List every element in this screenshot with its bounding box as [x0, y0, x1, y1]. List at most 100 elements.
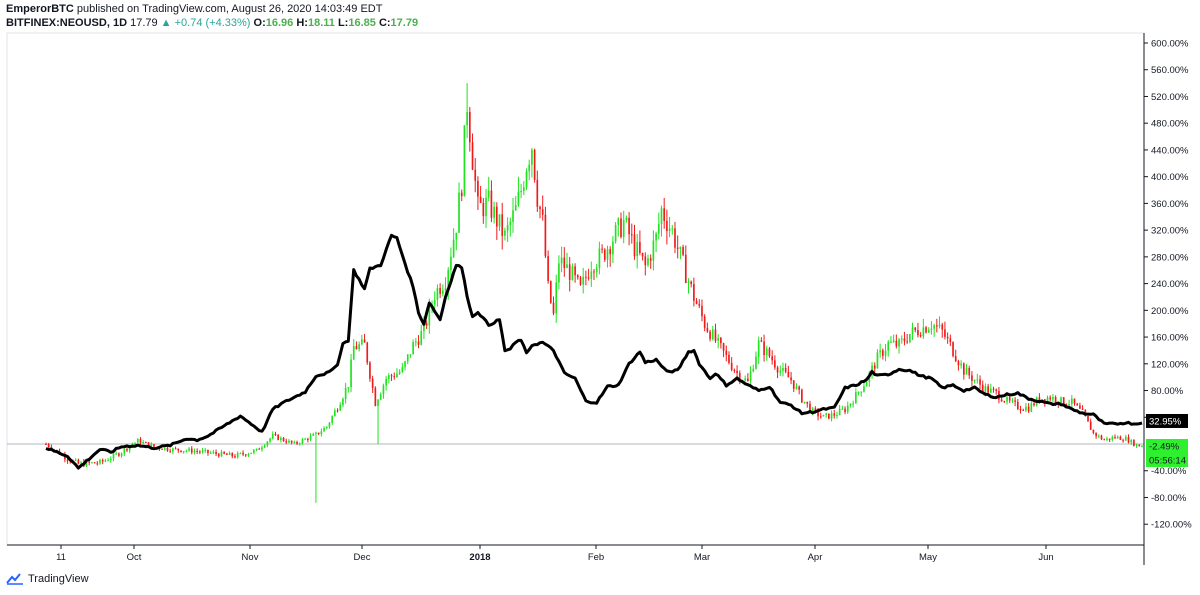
- candle-body: [406, 354, 409, 362]
- footer-brand[interactable]: TradingView: [6, 573, 89, 585]
- candle: [263, 444, 266, 449]
- candle: [1027, 403, 1030, 413]
- candle-body: [115, 453, 118, 455]
- candle-body: [263, 445, 266, 448]
- candle: [655, 231, 657, 253]
- candle: [285, 438, 288, 445]
- candle: [884, 343, 887, 362]
- candle: [587, 268, 590, 281]
- candle-body: [439, 288, 441, 294]
- candle: [379, 392, 382, 401]
- candle: [717, 334, 720, 349]
- candle: [307, 437, 309, 443]
- candle: [334, 408, 336, 417]
- candle-body: [760, 340, 763, 342]
- candle: [1122, 438, 1124, 443]
- candle-body: [231, 452, 234, 457]
- candle-body: [196, 451, 199, 453]
- y-tick-label: 440.00%: [1151, 145, 1189, 156]
- candle: [744, 375, 747, 382]
- candle-body: [174, 448, 177, 450]
- candle: [439, 283, 441, 299]
- candle-body: [180, 450, 182, 453]
- candle-body: [1130, 440, 1133, 443]
- candle: [747, 373, 749, 382]
- candle-body: [1052, 397, 1054, 400]
- candle: [452, 228, 455, 259]
- candle-body: [477, 180, 479, 197]
- candle-body: [1046, 397, 1049, 402]
- candle: [1095, 432, 1097, 439]
- candle-body: [177, 448, 180, 451]
- candle-body: [361, 339, 363, 345]
- y-tick-label: 320.00%: [1151, 226, 1189, 237]
- candle-body: [819, 416, 822, 418]
- candle: [172, 447, 174, 455]
- candle-body: [873, 365, 876, 369]
- candle-body: [895, 340, 898, 347]
- candle: [706, 322, 709, 333]
- time-axis[interactable]: 11 Oct Nov Dec 2018 Feb Mar Apr May Jun: [56, 545, 1054, 563]
- candle: [558, 255, 560, 290]
- candle: [385, 375, 387, 391]
- candle-body: [855, 392, 857, 404]
- candle: [1087, 415, 1089, 422]
- candle: [763, 334, 765, 362]
- candle: [633, 224, 636, 260]
- candle-body: [514, 205, 517, 211]
- candle: [1079, 402, 1081, 410]
- candle: [460, 189, 463, 202]
- candle: [1106, 436, 1108, 442]
- candle: [733, 368, 736, 374]
- candle: [833, 409, 836, 419]
- candle: [962, 362, 965, 380]
- candle: [825, 412, 827, 418]
- candle: [290, 440, 293, 445]
- candle: [663, 197, 666, 229]
- price-axis[interactable]: 600.00% 560.00% 520.00% 480.00% 440.00% 400.0…: [1144, 39, 1192, 531]
- candle: [674, 221, 676, 254]
- publisher-name[interactable]: EmperorBTC: [6, 3, 74, 15]
- candle-body: [930, 328, 933, 330]
- candle-body: [660, 208, 663, 224]
- close-label: C:: [378, 17, 391, 29]
- candle-body: [636, 242, 639, 257]
- symbol-name[interactable]: BITFINEX:NEOUSD, 1D: [6, 17, 128, 29]
- candle-body: [695, 300, 698, 304]
- candle: [77, 458, 80, 465]
- candle-body: [460, 192, 463, 197]
- candle-body: [1006, 397, 1008, 402]
- candle-body: [630, 234, 633, 236]
- candle-body: [706, 327, 709, 332]
- candle-body: [652, 240, 655, 261]
- candle: [1119, 435, 1122, 440]
- candle: [104, 458, 107, 463]
- candle: [1124, 434, 1127, 441]
- candle-body: [336, 410, 339, 412]
- candle-body: [628, 217, 630, 235]
- candle: [174, 446, 177, 450]
- candle-body: [836, 414, 838, 416]
- candle: [1025, 402, 1027, 413]
- candle: [101, 458, 104, 465]
- candle: [161, 448, 163, 450]
- candle-body: [911, 327, 914, 334]
- candle-body: [242, 452, 244, 455]
- candle-body: [684, 254, 687, 283]
- x-tick-label: Apr: [808, 552, 823, 563]
- candle-body: [293, 442, 296, 444]
- candle: [690, 280, 693, 288]
- candle: [374, 386, 377, 407]
- candle-body: [45, 444, 47, 445]
- candle-body: [474, 169, 477, 181]
- candle: [957, 359, 960, 371]
- candle: [377, 398, 379, 444]
- candle-body: [585, 276, 587, 278]
- candle-body: [325, 426, 328, 428]
- candle: [652, 230, 655, 271]
- candle-body: [120, 453, 123, 456]
- candle-body: [841, 408, 844, 410]
- candle-body: [504, 230, 506, 236]
- candle-body: [536, 179, 539, 207]
